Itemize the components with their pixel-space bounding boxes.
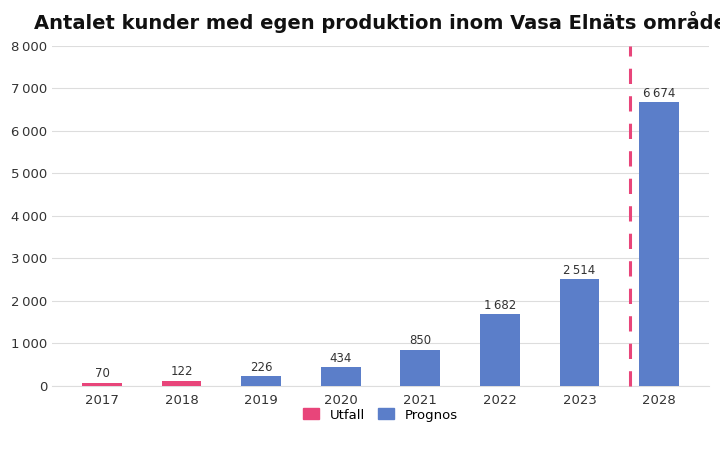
- Text: 6 674: 6 674: [643, 87, 675, 100]
- Bar: [559, 279, 600, 386]
- Bar: [639, 102, 679, 386]
- Text: 850: 850: [409, 334, 431, 348]
- Bar: [82, 383, 122, 386]
- Text: 122: 122: [171, 365, 193, 378]
- Bar: [480, 314, 520, 386]
- Bar: [241, 376, 281, 386]
- Text: 70: 70: [94, 368, 109, 380]
- Text: 226: 226: [250, 361, 272, 374]
- Title: Antalet kunder med egen produktion inom Vasa Elnäts område: Antalet kunder med egen produktion inom …: [34, 11, 720, 33]
- Bar: [162, 381, 202, 386]
- Bar: [400, 350, 440, 386]
- Text: 434: 434: [330, 352, 352, 365]
- Text: 2 514: 2 514: [564, 264, 595, 277]
- Bar: [321, 367, 361, 386]
- Legend: Utfall, Prognos: Utfall, Prognos: [298, 403, 463, 427]
- Text: 1 682: 1 682: [484, 299, 516, 312]
